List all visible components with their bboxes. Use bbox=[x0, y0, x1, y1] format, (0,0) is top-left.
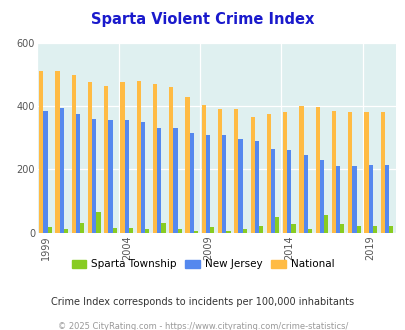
Bar bbox=[335, 166, 339, 233]
Bar bbox=[347, 113, 352, 233]
Bar bbox=[339, 224, 343, 233]
Bar bbox=[92, 119, 96, 233]
Bar bbox=[254, 141, 258, 233]
Bar bbox=[189, 133, 194, 233]
Bar bbox=[141, 122, 145, 233]
Bar bbox=[169, 87, 173, 233]
Bar bbox=[60, 108, 64, 233]
Bar bbox=[291, 224, 295, 233]
Bar bbox=[226, 231, 230, 233]
Bar bbox=[104, 85, 108, 233]
Bar bbox=[217, 109, 222, 233]
Bar bbox=[205, 135, 210, 233]
Bar bbox=[307, 229, 311, 233]
Bar bbox=[286, 150, 291, 233]
Bar bbox=[64, 229, 68, 233]
Bar bbox=[112, 228, 117, 233]
Bar bbox=[331, 111, 335, 233]
Bar bbox=[55, 71, 60, 233]
Bar bbox=[222, 135, 226, 233]
Bar bbox=[124, 120, 128, 233]
Bar bbox=[136, 81, 141, 233]
Bar bbox=[234, 109, 238, 233]
Bar bbox=[266, 114, 270, 233]
Bar bbox=[128, 228, 133, 233]
Bar bbox=[250, 117, 254, 233]
Bar bbox=[185, 97, 189, 233]
Bar bbox=[238, 139, 242, 233]
Bar bbox=[258, 226, 262, 233]
Bar bbox=[282, 113, 286, 233]
Bar bbox=[145, 229, 149, 233]
Bar bbox=[356, 226, 360, 233]
Legend: Sparta Township, New Jersey, National: Sparta Township, New Jersey, National bbox=[67, 255, 338, 274]
Bar bbox=[384, 165, 388, 233]
Bar bbox=[173, 128, 177, 233]
Bar bbox=[298, 106, 303, 233]
Bar bbox=[80, 223, 84, 233]
Bar bbox=[47, 227, 52, 233]
Bar bbox=[275, 217, 279, 233]
Bar bbox=[201, 105, 205, 233]
Bar bbox=[323, 215, 327, 233]
Bar bbox=[372, 226, 376, 233]
Bar bbox=[379, 113, 384, 233]
Text: © 2025 CityRating.com - https://www.cityrating.com/crime-statistics/: © 2025 CityRating.com - https://www.city… bbox=[58, 322, 347, 330]
Text: Sparta Violent Crime Index: Sparta Violent Crime Index bbox=[91, 12, 314, 26]
Bar bbox=[242, 229, 246, 233]
Bar bbox=[303, 155, 307, 233]
Bar bbox=[368, 165, 372, 233]
Bar bbox=[76, 114, 80, 233]
Bar bbox=[120, 82, 124, 233]
Bar bbox=[157, 128, 161, 233]
Bar bbox=[88, 82, 92, 233]
Bar bbox=[270, 149, 275, 233]
Bar bbox=[161, 223, 165, 233]
Bar bbox=[210, 227, 214, 233]
Bar bbox=[363, 113, 368, 233]
Bar bbox=[315, 107, 319, 233]
Bar bbox=[177, 229, 181, 233]
Text: Crime Index corresponds to incidents per 100,000 inhabitants: Crime Index corresponds to incidents per… bbox=[51, 297, 354, 307]
Bar bbox=[43, 111, 47, 233]
Bar bbox=[153, 84, 157, 233]
Bar bbox=[39, 71, 43, 233]
Bar bbox=[71, 75, 76, 233]
Bar bbox=[388, 226, 392, 233]
Bar bbox=[352, 166, 356, 233]
Bar bbox=[194, 231, 198, 233]
Bar bbox=[319, 160, 323, 233]
Bar bbox=[96, 212, 100, 233]
Bar bbox=[108, 120, 112, 233]
